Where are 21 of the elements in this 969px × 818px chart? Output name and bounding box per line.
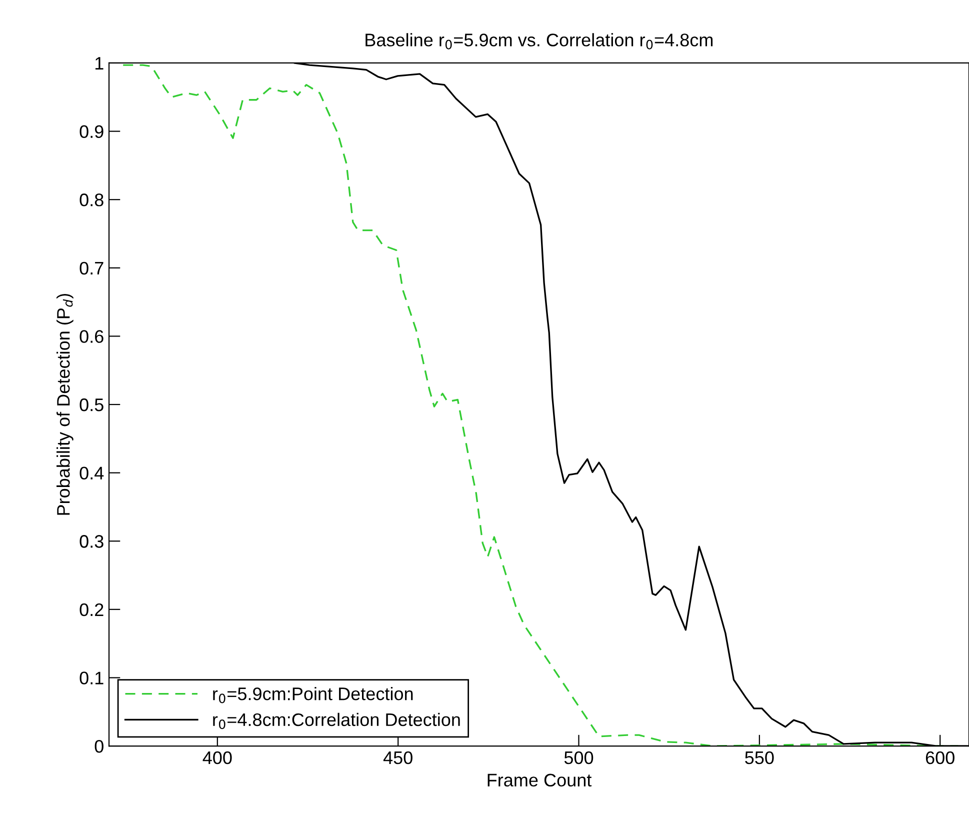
y-axis-title: Probability of Detection (P$_{d}$) [56, 294, 74, 515]
y-tick-label: 0.1 [80, 672, 104, 684]
y-tick-label: 1 [95, 57, 104, 70]
x-tick-label: 450 [383, 751, 412, 764]
y-tick-label: 0.4 [80, 466, 104, 480]
x-tick-label: 500 [564, 751, 594, 764]
legend-label: r$_{0}$=4.8cm:Correlation Detection [213, 712, 460, 730]
x-tick-label: 400 [202, 751, 232, 764]
y-tick-label: 0.8 [80, 194, 104, 206]
chart-title: Baseline r$_{0}$=5.9cm vs. Correlation r$_{0}$=4.8cm [366, 33, 713, 50]
x-tick-label: 550 [745, 751, 774, 764]
x-tick-label: 600 [926, 751, 954, 764]
legend-label: r$_{0}$=5.9cm:Point Detection [213, 686, 413, 704]
y-tick-label: 0.6 [80, 330, 104, 343]
x-axis-title: Frame Count [488, 774, 592, 787]
y-tick-label: 0 [94, 740, 104, 753]
y-tick-label: 0.2 [80, 603, 104, 616]
y-tick-label: 0.9 [80, 125, 104, 138]
y-tick-label: 0.5 [80, 398, 104, 412]
y-tick-label: 0.3 [80, 535, 104, 548]
y-tick-label: 0.7 [80, 262, 104, 275]
